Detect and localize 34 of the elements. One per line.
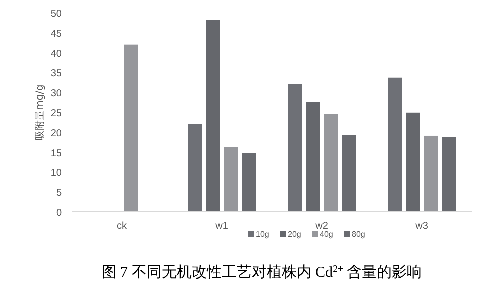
legend-label: 80g (352, 230, 366, 239)
bar (388, 78, 402, 212)
y-tick-label: 50 (50, 9, 62, 20)
y-tick-label: 35 (50, 68, 62, 80)
y-tick-label: 40 (50, 48, 62, 60)
legend-label: 40g (320, 230, 334, 239)
x-tick-label: w3 (414, 221, 429, 232)
bar (206, 20, 220, 212)
y-tick-label: 0 (56, 208, 62, 219)
y-tick-label: 30 (50, 88, 62, 100)
bar (124, 44, 138, 212)
x-tick-label: w2 (314, 221, 329, 232)
bar (342, 135, 356, 212)
y-axis-title: 吸附量mg/g (34, 84, 46, 140)
bar (306, 102, 320, 212)
legend-label: 20g (288, 230, 302, 239)
y-tick-label: 20 (50, 128, 62, 140)
x-tick-label: w1 (214, 221, 229, 232)
x-tick-label: ck (117, 221, 128, 232)
bar (188, 124, 202, 212)
bar (424, 136, 438, 212)
y-tick-label: 10 (50, 168, 62, 180)
y-tick-label: 25 (50, 108, 62, 120)
bar (224, 147, 238, 212)
y-tick-label: 5 (56, 188, 62, 200)
y-tick-label: 45 (50, 28, 62, 40)
text: 图 7 不同无机改性工艺对植株内 Cd$^{2+}$ 含量的影响 (102, 264, 422, 281)
bar (324, 114, 338, 212)
bar (442, 137, 456, 212)
y-tick-label: 15 (50, 148, 62, 160)
bar (406, 112, 420, 212)
legend-label: 10g (256, 230, 270, 239)
bar (242, 153, 256, 212)
bar (288, 84, 302, 212)
